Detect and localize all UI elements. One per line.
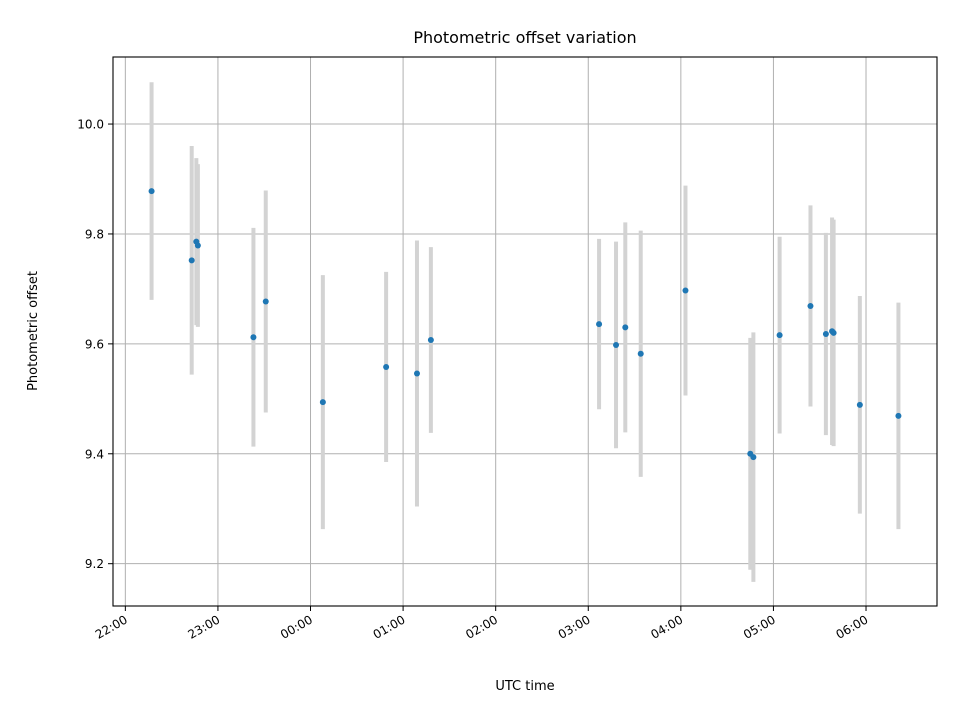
data-point [822, 330, 829, 337]
data-point [262, 298, 269, 305]
y-tick-label: 9.2 [85, 557, 104, 571]
data-point [188, 257, 195, 264]
data-point [776, 332, 783, 339]
data-point [807, 302, 814, 309]
chart-title: Photometric offset variation [413, 28, 636, 47]
data-point [622, 324, 629, 331]
data-point [250, 334, 257, 341]
y-axis-label: Photometric offset [26, 271, 41, 391]
data-point [856, 401, 863, 408]
data-points [148, 188, 902, 461]
x-axis-label: UTC time [495, 679, 554, 694]
y-tick-label: 9.8 [85, 227, 104, 241]
data-point [427, 337, 434, 344]
data-point [895, 412, 902, 419]
data-point [383, 363, 390, 370]
data-point [596, 321, 603, 328]
y-axis-ticks: 9.2 9.4 9.6 9.8 10.0 [77, 118, 113, 571]
y-tick-label: 9.6 [85, 337, 104, 351]
data-point [319, 399, 326, 406]
data-point [750, 454, 757, 461]
data-point [682, 287, 689, 294]
data-point [194, 242, 201, 249]
plot-frame [112, 56, 938, 607]
data-point [637, 350, 644, 357]
grid [113, 57, 937, 606]
data-point [613, 341, 620, 348]
y-tick-label: 10.0 [77, 118, 104, 132]
data-point [830, 329, 837, 336]
y-tick-label: 9.4 [85, 447, 104, 461]
data-point [413, 370, 420, 377]
data-point [148, 188, 155, 195]
